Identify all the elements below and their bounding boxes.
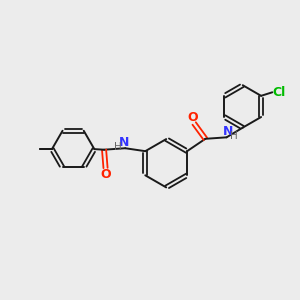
Text: N: N bbox=[223, 125, 233, 138]
Text: O: O bbox=[188, 110, 198, 124]
Text: N: N bbox=[119, 136, 129, 149]
Text: H: H bbox=[114, 142, 122, 152]
Text: O: O bbox=[100, 168, 111, 181]
Text: Cl: Cl bbox=[272, 86, 285, 99]
Text: H: H bbox=[230, 131, 238, 141]
